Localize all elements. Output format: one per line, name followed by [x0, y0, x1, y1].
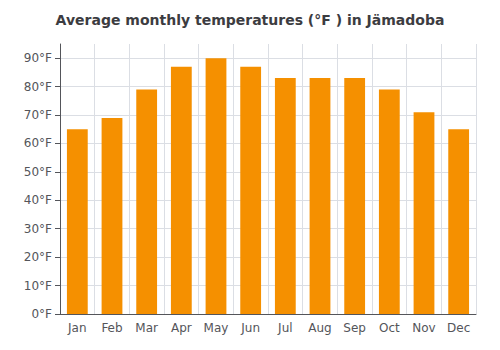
- svg-text:10°F: 10°F: [24, 279, 52, 293]
- svg-text:Average monthly temperatures (: Average monthly temperatures (°F ) in Jä…: [56, 12, 445, 28]
- svg-text:Sep: Sep: [343, 321, 366, 335]
- svg-text:Feb: Feb: [101, 321, 122, 335]
- svg-text:80°F: 80°F: [24, 80, 52, 94]
- svg-text:20°F: 20°F: [24, 250, 52, 264]
- svg-text:90°F: 90°F: [24, 51, 52, 65]
- svg-text:Aug: Aug: [308, 321, 331, 335]
- svg-text:Nov: Nov: [412, 321, 435, 335]
- svg-text:Jun: Jun: [240, 321, 260, 335]
- svg-text:May: May: [204, 321, 229, 335]
- svg-text:Jul: Jul: [277, 321, 292, 335]
- svg-text:Oct: Oct: [379, 321, 400, 335]
- svg-text:Dec: Dec: [447, 321, 470, 335]
- svg-text:0°F: 0°F: [31, 307, 52, 321]
- svg-text:Mar: Mar: [135, 321, 158, 335]
- svg-text:70°F: 70°F: [24, 108, 52, 122]
- svg-text:40°F: 40°F: [24, 193, 52, 207]
- svg-text:Jan: Jan: [67, 321, 87, 335]
- svg-text:30°F: 30°F: [24, 222, 52, 236]
- svg-text:50°F: 50°F: [24, 165, 52, 179]
- svg-text:60°F: 60°F: [24, 136, 52, 150]
- svg-text:Apr: Apr: [171, 321, 192, 335]
